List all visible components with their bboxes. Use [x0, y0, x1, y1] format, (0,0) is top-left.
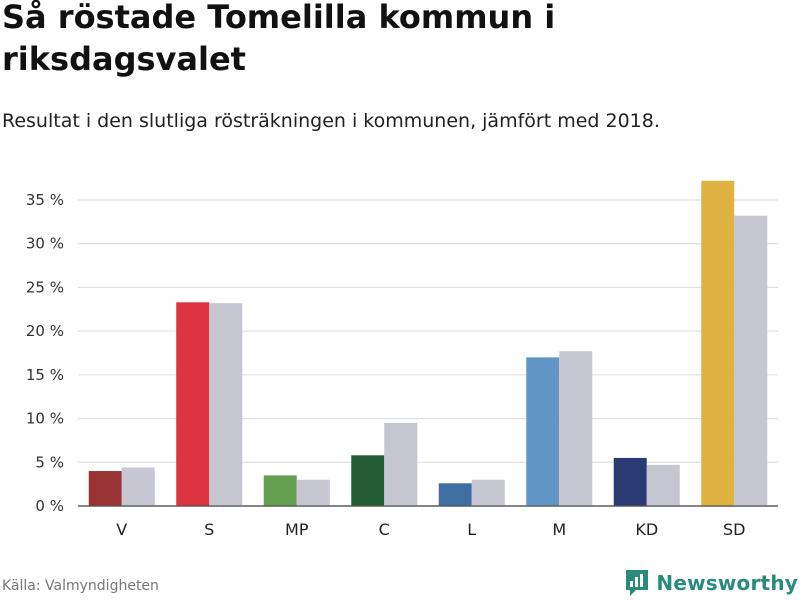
bar-2022-l [438, 483, 472, 506]
bar-2018-l [471, 479, 505, 506]
bar-2022-m [526, 357, 560, 506]
bar-chart: 0 % 5 % 10 % 15 % 20 % 25 % 30 % 35 % V S MP C L M KD S… [26, 180, 778, 539]
y-tick-label: 15 % [26, 366, 64, 384]
bar-2018-v [121, 467, 155, 506]
bar-2022-v [88, 471, 122, 506]
y-tick-label: 10 % [26, 410, 64, 428]
x-tick-label: SD [723, 520, 745, 539]
brand-name: Newsworthy [656, 571, 798, 595]
bar-2022-s [176, 302, 210, 506]
y-tick-label: 0 % [35, 497, 64, 515]
bar-2018-m [559, 351, 593, 506]
bar-2022-kd [613, 457, 647, 506]
x-tick-label: L [467, 520, 476, 539]
x-tick-label: MP [285, 520, 309, 539]
bar-2022-mp [263, 475, 297, 506]
x-tick-label: V [116, 520, 127, 539]
y-tick-label: 5 % [35, 453, 64, 471]
bar-2018-c [384, 422, 418, 506]
x-tick-label: M [552, 520, 566, 539]
x-tick-label: S [204, 520, 214, 539]
bar-2022-sd [701, 180, 735, 506]
y-tick-label: 35 % [26, 191, 64, 209]
bar-2018-s [209, 303, 243, 506]
y-tick-label: 20 % [26, 322, 64, 340]
chart-title: Så röstade Tomelilla kommun i riksdagsva… [2, 0, 556, 78]
brand: Newsworthy [624, 568, 798, 598]
y-tick-label: 30 % [26, 235, 64, 253]
x-tick-label: KD [635, 520, 658, 539]
source-note: Källa: Valmyndigheten [2, 578, 159, 594]
bar-2018-sd [734, 215, 768, 507]
bar-2022-c [351, 455, 385, 506]
bar-2018-mp [296, 479, 330, 506]
bar-2018-kd [646, 464, 680, 506]
chart-subtitle: Resultat i den slutliga rösträkningen i … [2, 110, 660, 132]
y-tick-label: 25 % [26, 278, 64, 296]
x-tick-label: C [379, 520, 390, 539]
newsworthy-logo-icon [626, 570, 649, 596]
